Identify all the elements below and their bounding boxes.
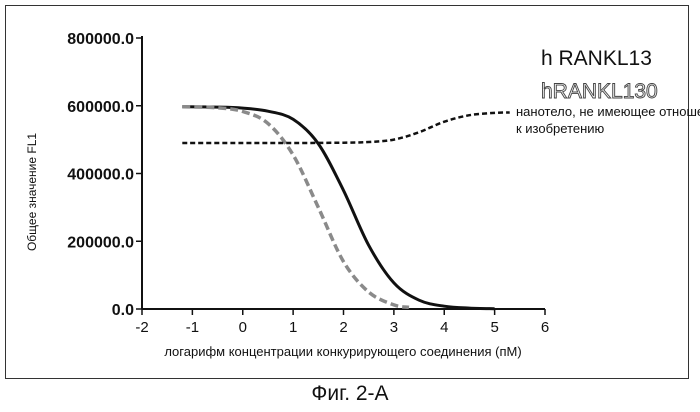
y-axis-label: Общее значение FL1 [25, 133, 39, 251]
x-tick-label: -1 [186, 319, 199, 336]
y-tick-label: 400000.0 [67, 167, 134, 184]
y-tick-label: 200000.0 [67, 234, 134, 251]
y-tick-label: 600000.0 [67, 99, 134, 116]
axes [141, 36, 545, 310]
x-tick-label: 3 [390, 319, 398, 336]
x-axis-label: логарифм концентрации конкурирующего сое… [164, 344, 521, 359]
series-lines [182, 105, 510, 311]
legend-label-irrelevant-nanobody: нанотело, не имеющее отношениек изобрете… [516, 104, 700, 136]
x-tick-label: 6 [541, 319, 549, 336]
figure-caption: Фиг. 2-А [311, 382, 389, 405]
legend-label-h-rankl13: h RANKL13 [541, 47, 652, 70]
tick-labels: -2 -1 0 1 2 3 4 5 6 0.0 200000.0 400000.0 600000.0 80… [67, 31, 549, 336]
chart: -2 -1 0 1 2 3 4 5 6 0.0 200000.0 400000.0 600000.0 80… [25, 31, 700, 359]
y-tick-label: 0.0 [112, 302, 134, 319]
x-tick-label: -2 [135, 319, 148, 336]
x-tick-label: 4 [440, 319, 448, 336]
series-line-irrelevant-nanobody [182, 111, 510, 145]
y-tick-label: 800000.0 [67, 31, 134, 48]
x-tick-label: 5 [490, 319, 498, 336]
series-line-h-rankl13 [182, 105, 495, 311]
chart-frame [5, 5, 689, 379]
x-tick-label: 1 [289, 319, 297, 336]
legend-label-hrankl130: hRANKL130 [541, 80, 658, 103]
series-line-hrankl130 [182, 105, 410, 310]
x-tick-label: 0 [239, 319, 247, 336]
x-tick-label: 2 [339, 319, 347, 336]
